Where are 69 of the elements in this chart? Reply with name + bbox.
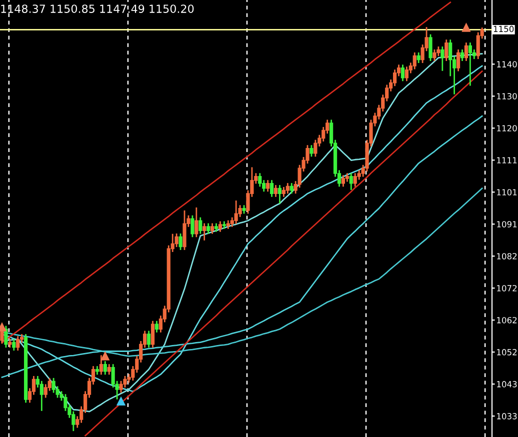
y-tick-label: 1052	[497, 349, 517, 356]
y-tick-label: 1111	[497, 157, 517, 164]
candlestick	[206, 222, 210, 235]
candlestick	[274, 184, 278, 198]
point	[116, 397, 126, 406]
candlestick	[99, 354, 103, 376]
candlestick	[178, 232, 182, 251]
y-tick-label: 1130	[497, 93, 517, 100]
candlestick	[190, 214, 194, 238]
candlestick	[314, 139, 318, 158]
candlestick	[400, 64, 405, 82]
candlestick	[174, 232, 178, 248]
candlestick	[440, 46, 444, 72]
ref-line-label: 1150	[494, 26, 514, 32]
candlestick	[194, 206, 198, 238]
chart-title: 1148.37 1150.85 1147.49 1150.20	[1, 4, 194, 13]
line-series	[1, 115, 483, 378]
candlestick	[349, 172, 353, 191]
candlestick	[198, 216, 202, 235]
candlestick	[119, 380, 123, 394]
y-tick-label: 1120	[497, 125, 517, 132]
candlestick	[4, 325, 8, 348]
candlestick	[464, 42, 468, 62]
candlestick	[234, 200, 238, 225]
candlestick	[12, 338, 16, 352]
candlestick	[444, 38, 448, 62]
y-tick-label: 1062	[497, 317, 517, 324]
candlestick	[476, 32, 480, 60]
candlestick	[107, 363, 111, 376]
candlestick	[210, 222, 214, 235]
candlestick	[468, 42, 472, 86]
candlestick	[432, 48, 436, 62]
candlestick	[266, 179, 270, 192]
point	[462, 24, 470, 32]
y-tick-label: 1082	[497, 253, 517, 260]
line-series	[1, 2, 452, 344]
candlestick	[286, 182, 290, 194]
candlestick	[412, 52, 416, 70]
candlestick	[353, 172, 357, 188]
candlestick	[258, 172, 262, 188]
candlestick	[270, 179, 274, 198]
candlestick	[460, 48, 464, 62]
point	[100, 352, 110, 360]
candlestick	[282, 186, 286, 198]
candlestick	[436, 46, 440, 57]
candlestick	[150, 320, 155, 348]
y-tick-label: 1091	[497, 221, 517, 228]
candlestick	[40, 380, 44, 412]
candlestick	[16, 335, 20, 352]
y-tick-label: 1101	[497, 189, 517, 196]
y-tick-label: 1072	[497, 285, 517, 292]
candlestick	[218, 220, 222, 233]
candlestick	[146, 330, 151, 348]
candlestick	[103, 360, 107, 376]
y-tick-label: 1140	[497, 61, 517, 68]
candlestick	[341, 174, 346, 188]
y-tick-label: 1043	[497, 381, 517, 388]
line-series	[84, 70, 483, 436]
candlestick	[154, 320, 159, 334]
candlestick	[456, 48, 460, 72]
candlestick	[202, 222, 206, 242]
candlestick	[404, 66, 408, 82]
y-tick-label: 1033	[497, 413, 517, 420]
candlestick	[278, 184, 282, 204]
candlestick	[416, 52, 420, 64]
candlestick	[290, 182, 294, 194]
candlestick	[182, 210, 186, 251]
candlestick	[428, 34, 432, 62]
candlestick	[310, 144, 314, 158]
